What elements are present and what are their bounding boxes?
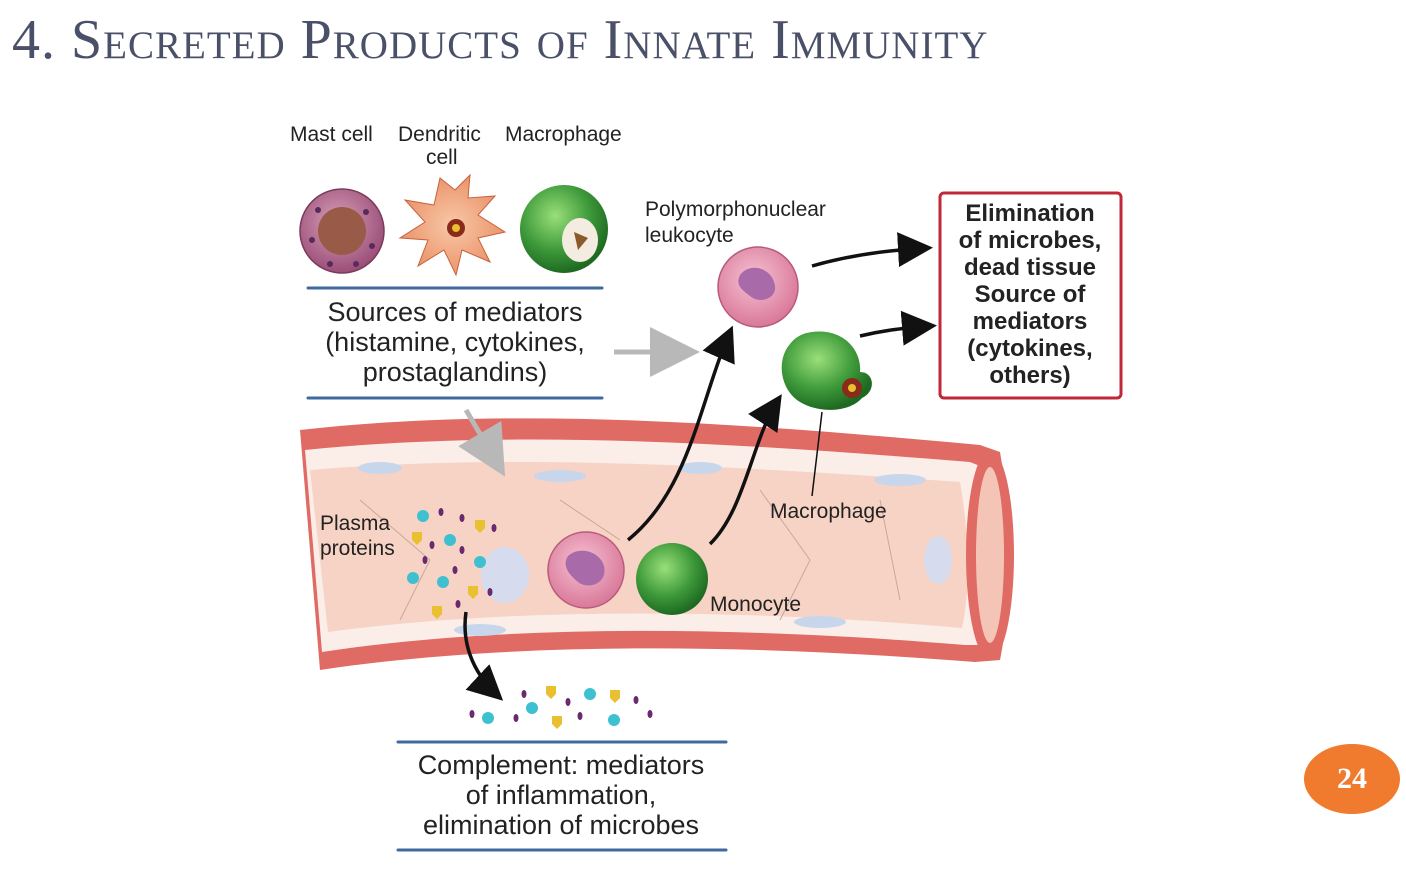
sources-line-2: (histamine, cytokines, <box>325 327 585 357</box>
dendritic-cell-label-2: cell <box>426 146 458 169</box>
outcome-line-2: of microbes, <box>959 227 1102 254</box>
sources-line-1: Sources of mediators <box>327 297 582 327</box>
complement-line-2: of inflammation, <box>466 780 657 810</box>
complement-proteins-cluster <box>469 686 653 729</box>
macrophage-emigrated <box>781 331 872 410</box>
sources-line-3: prostaglandins) <box>363 357 548 387</box>
outcome-line-5: mediators <box>973 308 1088 335</box>
slide-title: 4. Secreted Products of Innate Immunity <box>12 9 989 71</box>
pmn-label-2: leukocyte <box>645 224 734 247</box>
complement-box: Complement: mediators of inflammation, e… <box>396 740 728 852</box>
vessel-lumen <box>310 461 968 632</box>
pmn-emigrated <box>717 246 799 328</box>
outcome-line-6: (cytokines, <box>967 335 1092 362</box>
macrophage-pointer-line <box>811 411 823 497</box>
slide-number-badge: 24 <box>1304 744 1400 814</box>
macrophage-top <box>520 185 608 273</box>
mast-cell <box>299 188 385 274</box>
plasma-proteins-cluster <box>407 508 497 619</box>
outcome-line-7: others) <box>989 362 1070 389</box>
outcome-line-4: Source of <box>975 281 1087 308</box>
monocyte-in-vessel <box>636 543 708 615</box>
dendritic-cell <box>398 173 507 277</box>
plasma-to-complement-arrow <box>463 611 504 701</box>
outcome-line-3: dead tissue <box>964 254 1096 281</box>
pmn-label-1: Polymorphonuclear <box>645 198 826 221</box>
macrophage-top-label: Macrophage <box>505 123 622 146</box>
outcome-line-1: Elimination <box>965 200 1094 227</box>
monocyte-label: Monocyte <box>710 593 801 616</box>
plasma-proteins-label-2: proteins <box>320 537 395 560</box>
pmn-outcome-arrow <box>811 232 933 268</box>
monocyte-migration-arrow <box>708 394 782 546</box>
outcome-box: Elimination of microbes, dead tissue Sou… <box>938 191 1123 400</box>
blood-vessel <box>300 418 1014 670</box>
macrophage-outcome-arrow <box>859 310 937 346</box>
pmn-migration-arrow <box>626 325 735 542</box>
plasma-proteins-label-1: Plasma <box>320 512 390 535</box>
pmn-in-vessel <box>547 531 625 609</box>
mast-cell-label: Mast cell <box>290 123 373 146</box>
sources-to-vessel-arrow <box>458 408 506 477</box>
macrophage-vessel-label: Macrophage <box>770 500 887 523</box>
complement-line-1: Complement: mediators <box>418 750 705 780</box>
complement-line-3: elimination of microbes <box>423 810 699 840</box>
dendritic-cell-label: Dendritic <box>398 123 481 146</box>
sources-box: Sources of mediators (histamine, cytokin… <box>306 286 604 400</box>
